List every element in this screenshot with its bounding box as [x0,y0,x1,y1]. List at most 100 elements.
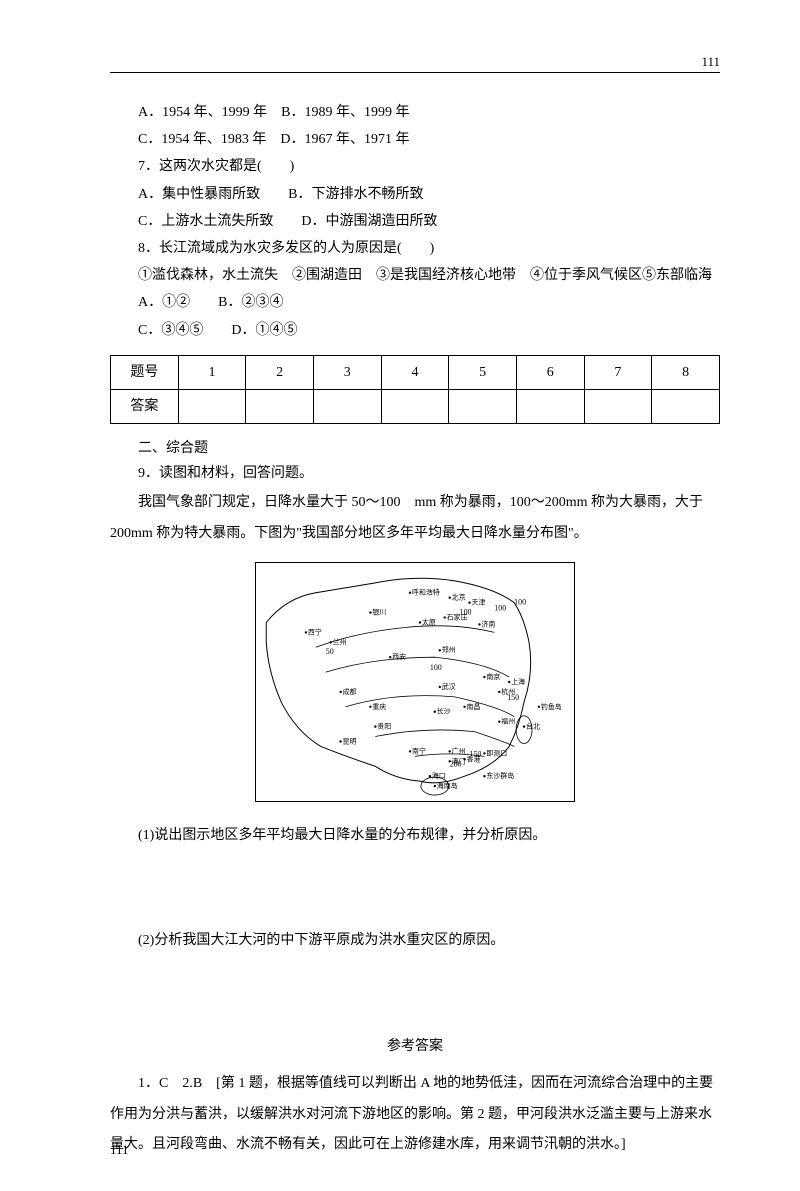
city-dot [339,691,341,693]
city-label: 即测口 [486,749,507,757]
city-dot [449,597,451,599]
city-dot [468,602,470,604]
city-dot [449,750,451,752]
city-markers: 呼和浩特北京天津银川石家庄太原济南西宁兰州西安郑州成都武汉南京上海杭州重庆南昌长… [305,588,562,790]
city-label: 东沙群岛 [486,771,514,780]
answer-cell [516,389,584,423]
q8-a: A．①② [138,295,190,310]
contour-label: 100 [494,604,506,613]
city-dot [508,681,510,683]
city-label: 武汉 [442,682,456,691]
q8-option-cd: C．③④⑤ D．①④⑤ [110,318,720,343]
city-label: 海南岛 [437,781,458,790]
city-label: 重庆 [372,702,386,711]
city-dot [483,676,485,678]
city-label: 南京 [486,672,500,681]
table-row: 题号 1 2 3 4 5 6 7 8 [111,355,720,389]
city-dot [478,623,480,625]
num-cell: 1 [178,355,246,389]
q9-passage: 我国气象部门规定，日降水量大于 50～100 mm 称为暴雨，100～200mm… [110,488,720,550]
city-dot [389,656,391,658]
q7-option-cd: C．上游水土流失所致 D．中游围湖造田所致 [110,209,720,234]
city-dot [523,725,525,727]
q7-stem: 7．这两次水灾都是( ) [110,154,720,179]
q9-sub1: (1)说出图示地区多年平均最大日降水量的分布规律，并分析原因。 [110,823,720,848]
q8-stem: 8．长江流域成为水灾多发区的人为原因是( ) [110,236,720,261]
city-dot [434,711,436,713]
answer-cell [652,389,720,423]
city-label: 北京 [452,593,466,602]
document-content: A．1954 年、1999 年 B．1989 年、1999 年 C．1954 年… [110,100,720,1161]
city-label: 长沙 [437,707,451,716]
page-number-top: 111 [701,50,720,73]
header-rule [110,72,720,73]
answer-header: 参考答案 [110,1034,720,1059]
city-label: 银川 [372,608,386,617]
city-dot [419,621,421,623]
city-label: 贵阳 [377,722,391,731]
map-svg: 50 100 100 100 100 150 150 200 呼和浩特北京天津银… [255,562,575,802]
city-label: 澳门 [452,756,466,765]
city-dot [463,758,465,760]
contour-line [375,730,514,747]
city-label: 呼和浩特 [412,588,440,597]
city-label: 南昌 [467,702,481,711]
city-dot [305,631,307,633]
city-label: 天津 [472,599,486,607]
city-label: 南宁 [412,746,426,755]
answer-cell [584,389,652,423]
q7-b: B．下游排水不畅所致 [288,187,423,202]
city-dot [374,725,376,727]
num-cell: 7 [584,355,652,389]
q6-option-ab: A．1954 年、1999 年 B．1989 年、1999 年 [110,100,720,125]
city-dot [339,740,341,742]
city-dot [330,641,332,643]
q9-sub2: (2)分析我国大江大河的中下游平原成为洪水重灾区的原因。 [110,928,720,953]
city-dot [409,592,411,594]
city-label: 兰州 [333,637,347,646]
city-dot [409,750,411,752]
city-label: 上海 [511,677,525,686]
q6-a: A．1954 年、1999 年 [138,105,267,120]
city-dot [439,686,441,688]
q9-stem: 9．读图和材料，回答问题。 [110,461,720,486]
answer-cell [178,389,246,423]
map-figure: 50 100 100 100 100 150 150 200 呼和浩特北京天津银… [110,562,720,811]
q7-option-ab: A．集中性暴雨所致 B．下游排水不畅所致 [110,182,720,207]
q6-b: B．1989 年、1999 年 [281,105,409,120]
q7-a: A．集中性暴雨所致 [138,187,260,202]
page-number-bottom: 111 [110,1138,129,1161]
num-cell: 6 [516,355,584,389]
q8-items: ①滥伐森林，水土流失 ②围湖造田 ③是我国经济核心地带 ④位于季风气候区⑤东部临… [110,263,720,288]
q8-b: B．②③④ [218,295,283,310]
city-label: 海口 [432,771,446,780]
q8-option-ab: A．①② B．②③④ [110,290,720,315]
city-dot [483,752,485,754]
city-label: 香港 [467,754,481,763]
num-cell: 2 [246,355,314,389]
city-dot [439,649,441,651]
answer-cell [449,389,517,423]
contour-label: 50 [326,647,334,656]
city-dot [538,706,540,708]
city-label: 西安 [392,652,406,661]
table-row: 答案 [111,389,720,423]
q7-c: C．上游水土流失所致 [138,214,273,229]
q6-c: C．1954 年、1983 年 [138,132,266,147]
answer-cell [313,389,381,423]
city-label: 福州 [501,717,515,726]
num-cell: 4 [381,355,449,389]
city-dot [483,775,485,777]
city-dot [434,785,436,787]
q8-c: C．③④⑤ [138,323,203,338]
num-cell: 5 [449,355,517,389]
q6-option-cd: C．1954 年、1983 年 D．1967 年、1971 年 [110,127,720,152]
contour-label: 100 [514,598,526,607]
num-cell: 3 [313,355,381,389]
answer-label-cell: 答案 [111,389,179,423]
city-dot [498,721,500,723]
city-label: 杭州 [501,687,515,696]
q8-d: D．①④⑤ [231,323,297,338]
city-label: 西宁 [308,627,322,636]
city-label: 石家庄 [447,613,468,622]
